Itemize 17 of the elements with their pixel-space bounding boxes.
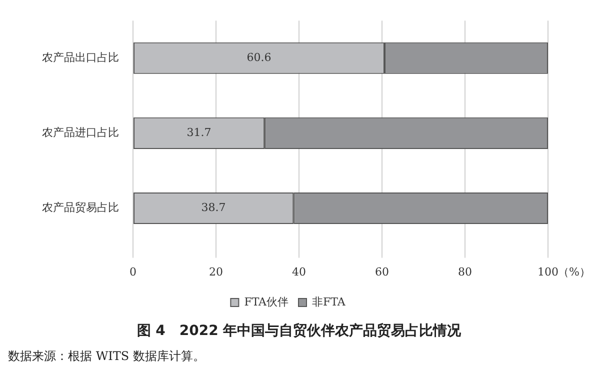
data-label: 38.7 bbox=[201, 201, 226, 214]
legend-label: FTA伙伴 bbox=[244, 295, 288, 308]
data-label: 60.6 bbox=[246, 50, 272, 64]
data-label: 31.7 bbox=[186, 126, 212, 140]
x-axis-title: （%） bbox=[558, 266, 590, 279]
y-tick-label: 农产品进口占比 bbox=[42, 126, 119, 140]
x-tick-label: 100 bbox=[538, 265, 558, 278]
source-note: 数据来源：根据 WITS 数据库计算。 bbox=[8, 348, 205, 365]
x-tick-label: 80 bbox=[458, 265, 472, 278]
text: 图 4 2022 年中国与自贸伙伴农产品贸易占比情况 bbox=[136, 322, 462, 340]
x-tick-label: 0 bbox=[130, 265, 136, 278]
x-tick-label: 60 bbox=[375, 265, 389, 278]
x-tick-label: 40 bbox=[292, 265, 306, 278]
y-tick-label: 农产品出口占比 bbox=[42, 50, 119, 64]
legend-label: 非FTA bbox=[312, 295, 346, 308]
y-tick-label: 农产品贸易占比 bbox=[42, 201, 119, 214]
x-tick-label: 20 bbox=[209, 265, 223, 278]
